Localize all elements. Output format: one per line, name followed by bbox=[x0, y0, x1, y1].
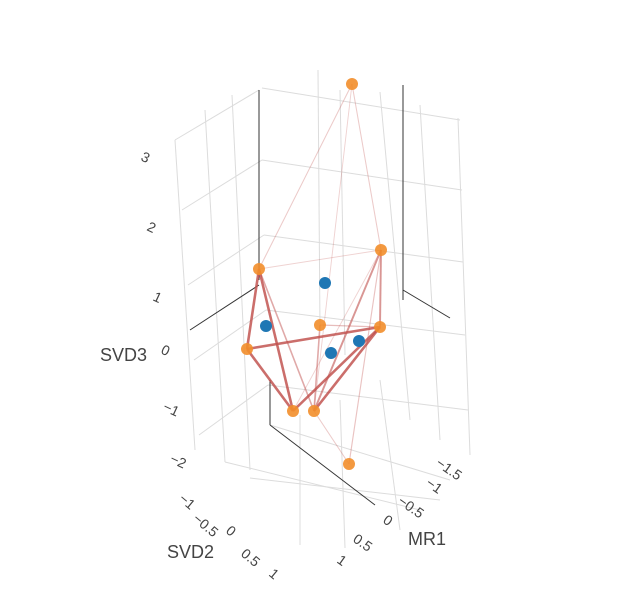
grid-line bbox=[339, 89, 346, 356]
y-tick-label: 1 bbox=[266, 565, 282, 582]
orange-point[interactable] bbox=[374, 321, 386, 333]
grid-line bbox=[231, 94, 251, 471]
grid-layer bbox=[174, 69, 471, 549]
z-tick-label: −1 bbox=[161, 398, 182, 419]
grid-line bbox=[265, 309, 466, 336]
graph-edge bbox=[313, 83, 353, 412]
graph-edge bbox=[257, 268, 295, 412]
grid-line bbox=[267, 384, 469, 411]
grid-line bbox=[269, 424, 451, 481]
graph-edge bbox=[313, 324, 321, 412]
y-tick-label: 0.5 bbox=[238, 545, 263, 570]
grid-line bbox=[317, 69, 321, 331]
x-tick-label: 0 bbox=[380, 511, 396, 529]
graph-edge bbox=[379, 249, 382, 328]
graph-edge bbox=[312, 326, 382, 412]
grid-line bbox=[379, 91, 411, 421]
graph-edge bbox=[245, 348, 295, 412]
graph-edge bbox=[351, 83, 382, 251]
graph-edge bbox=[348, 249, 382, 465]
grid-line bbox=[198, 384, 269, 436]
grid-line bbox=[419, 104, 441, 441]
x-tick-label: −0.5 bbox=[395, 492, 427, 521]
graph-edge bbox=[319, 324, 381, 328]
y-tick-label: 0 bbox=[223, 522, 239, 539]
orange-point[interactable] bbox=[375, 244, 387, 256]
z-tick-label: 0 bbox=[159, 341, 173, 359]
grid-line bbox=[261, 87, 461, 121]
y-tick-label: −1 bbox=[176, 490, 199, 513]
grid-line bbox=[457, 117, 471, 456]
graph-edge bbox=[313, 249, 382, 412]
grid-line bbox=[187, 234, 265, 286]
x-axis-title: MR1 bbox=[408, 529, 446, 549]
x-tick-label: 0.5 bbox=[350, 530, 375, 554]
graph-edge bbox=[292, 249, 382, 412]
graph-edge bbox=[258, 249, 382, 270]
points-layer bbox=[241, 78, 387, 470]
edges-layer bbox=[245, 83, 382, 465]
x-tick-label: −1 bbox=[423, 474, 445, 496]
blue-point[interactable] bbox=[353, 335, 365, 347]
graph-edge bbox=[245, 268, 261, 350]
orange-point[interactable] bbox=[308, 405, 320, 417]
graph-edge bbox=[292, 326, 381, 412]
graph-edge bbox=[246, 325, 381, 351]
grid-line bbox=[193, 309, 267, 361]
grid-line bbox=[263, 234, 464, 263]
graph-edge bbox=[258, 268, 315, 412]
z-axis-title: SVD3 bbox=[100, 345, 147, 365]
grid-line bbox=[339, 399, 346, 549]
axis-line bbox=[402, 289, 451, 319]
grid-line bbox=[174, 139, 196, 451]
blue-point[interactable] bbox=[325, 347, 337, 359]
grid-line bbox=[204, 109, 226, 463]
graph-edge bbox=[313, 410, 350, 465]
grid-line bbox=[249, 477, 441, 501]
blue-point[interactable] bbox=[319, 277, 331, 289]
graph-edge bbox=[258, 83, 353, 270]
axis-line bbox=[269, 424, 376, 506]
y-tick-label: −0.5 bbox=[190, 510, 222, 540]
grid-line bbox=[261, 159, 463, 191]
y-axis-title: SVD2 bbox=[167, 542, 214, 562]
orange-point[interactable] bbox=[253, 263, 265, 275]
orange-point[interactable] bbox=[241, 343, 253, 355]
axis-line bbox=[189, 284, 260, 331]
blue-point[interactable] bbox=[260, 320, 272, 332]
grid-line bbox=[174, 89, 260, 141]
grid-line bbox=[379, 379, 401, 531]
z-tick-label: −2 bbox=[168, 450, 189, 471]
z-tick-label: 1 bbox=[151, 288, 165, 306]
orange-point[interactable] bbox=[343, 458, 355, 470]
x-tick-label: 1 bbox=[334, 551, 350, 569]
orange-point[interactable] bbox=[314, 319, 326, 331]
orange-point[interactable] bbox=[287, 405, 299, 417]
axis-frame bbox=[189, 85, 451, 506]
z-tick-label: 3 bbox=[139, 148, 153, 166]
orange-point[interactable] bbox=[346, 78, 358, 90]
z-tick-label: 2 bbox=[145, 218, 159, 236]
grid-line bbox=[181, 159, 263, 211]
